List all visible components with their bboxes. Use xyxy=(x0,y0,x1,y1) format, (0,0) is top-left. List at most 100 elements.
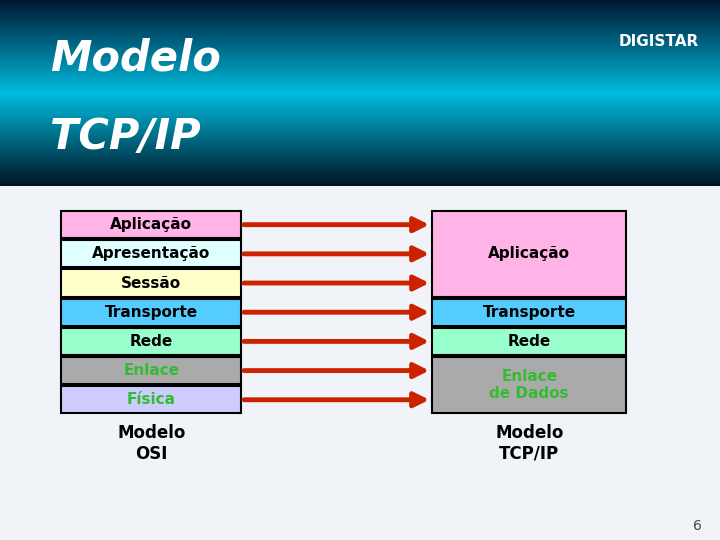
Bar xyxy=(0,10,720,11)
Bar xyxy=(0,65,720,66)
Text: Sessão: Sessão xyxy=(121,275,181,291)
Bar xyxy=(0,86,720,87)
Bar xyxy=(0,5,720,6)
Bar xyxy=(0,31,720,32)
Text: Enlace: Enlace xyxy=(123,363,179,378)
Bar xyxy=(0,149,720,150)
Bar xyxy=(0,166,720,167)
Bar xyxy=(0,105,720,106)
Bar xyxy=(0,19,720,21)
Bar xyxy=(0,29,720,30)
Bar xyxy=(0,40,720,41)
Bar xyxy=(0,126,720,127)
Text: Transporte: Transporte xyxy=(104,305,198,320)
Bar xyxy=(0,44,720,45)
Bar xyxy=(0,132,720,133)
Bar xyxy=(0,72,720,73)
Bar xyxy=(0,12,720,13)
Bar xyxy=(0,39,720,40)
Bar xyxy=(0,42,720,43)
Bar xyxy=(0,150,720,151)
Bar xyxy=(0,133,720,134)
Bar xyxy=(0,37,720,38)
Bar xyxy=(0,35,720,36)
Bar xyxy=(0,22,720,23)
Text: Apresentação: Apresentação xyxy=(92,246,210,261)
Bar xyxy=(0,183,720,184)
Bar xyxy=(0,83,720,84)
Bar xyxy=(0,9,720,10)
Bar xyxy=(0,85,720,86)
Text: 6: 6 xyxy=(693,519,702,533)
Bar xyxy=(0,147,720,148)
Bar xyxy=(0,163,720,164)
Bar xyxy=(0,62,720,63)
Bar xyxy=(0,75,720,76)
Bar xyxy=(0,116,720,117)
Bar xyxy=(0,2,720,3)
Bar xyxy=(0,26,720,27)
Bar xyxy=(0,38,720,39)
FancyBboxPatch shape xyxy=(61,357,241,384)
Bar xyxy=(0,84,720,85)
Bar xyxy=(0,18,720,19)
Bar xyxy=(0,27,720,28)
Bar xyxy=(0,171,720,172)
Bar xyxy=(0,138,720,139)
Bar xyxy=(0,102,720,103)
Bar xyxy=(0,154,720,156)
Bar xyxy=(0,104,720,105)
Bar xyxy=(0,64,720,65)
Bar xyxy=(0,109,720,110)
Bar xyxy=(0,89,720,90)
Bar xyxy=(0,28,720,29)
Bar xyxy=(0,112,720,113)
Bar xyxy=(0,48,720,49)
Bar xyxy=(0,11,720,12)
Bar xyxy=(0,16,720,17)
Bar xyxy=(0,113,720,114)
Bar xyxy=(0,129,720,130)
Bar xyxy=(0,15,720,16)
Bar xyxy=(0,143,720,144)
Bar xyxy=(0,124,720,125)
Bar xyxy=(0,164,720,165)
Bar xyxy=(0,111,720,112)
Bar xyxy=(0,162,720,163)
Bar xyxy=(0,90,720,91)
Bar xyxy=(0,53,720,54)
Bar xyxy=(0,180,720,181)
Bar xyxy=(0,156,720,157)
Bar xyxy=(0,178,720,179)
Bar xyxy=(0,179,720,180)
Bar xyxy=(0,13,720,14)
Bar xyxy=(0,57,720,58)
Bar xyxy=(0,63,720,64)
Bar xyxy=(0,66,720,67)
FancyBboxPatch shape xyxy=(432,211,626,296)
Bar xyxy=(0,165,720,166)
Bar xyxy=(0,103,720,104)
Bar xyxy=(0,25,720,26)
Bar xyxy=(0,134,720,135)
Text: Física: Física xyxy=(127,392,176,407)
Bar xyxy=(0,46,720,48)
Bar xyxy=(0,59,720,60)
Bar xyxy=(0,14,720,15)
Bar xyxy=(0,0,720,1)
Text: Transporte: Transporte xyxy=(482,305,576,320)
Bar xyxy=(0,110,720,111)
Bar xyxy=(0,181,720,183)
Bar xyxy=(0,120,720,121)
Bar xyxy=(0,107,720,108)
Bar xyxy=(0,17,720,18)
Bar xyxy=(0,174,720,175)
Bar xyxy=(0,146,720,147)
FancyBboxPatch shape xyxy=(432,328,626,355)
Bar xyxy=(0,54,720,55)
Bar xyxy=(0,157,720,158)
Bar xyxy=(0,43,720,44)
Bar xyxy=(0,170,720,171)
Bar xyxy=(0,41,720,42)
Text: TCP/IP: TCP/IP xyxy=(50,116,201,158)
